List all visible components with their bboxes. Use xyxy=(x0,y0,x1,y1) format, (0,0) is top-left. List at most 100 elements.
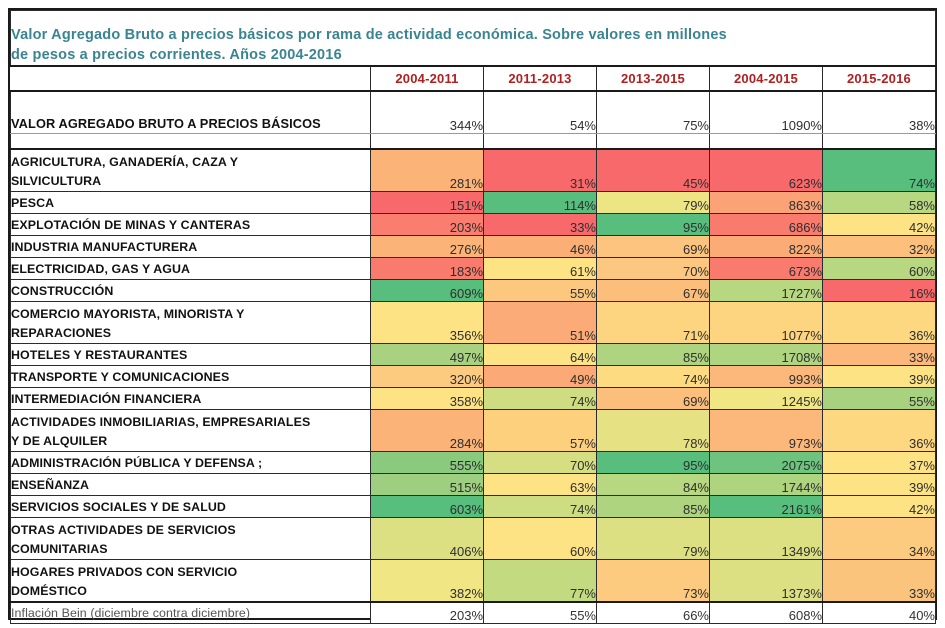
cell-transporte-y-comunicaciones-1[interactable]: 49% xyxy=(483,365,597,388)
cell-hogares-privados-con-servicio-domestico-3[interactable]: 1373% xyxy=(709,559,823,603)
cell-servicios-sociales-y-de-salud-0[interactable]: 603% xyxy=(370,495,484,518)
cell-administracion-publica-y-defensa-2[interactable]: 95% xyxy=(596,451,710,474)
cell-servicios-sociales-y-de-salud-1[interactable]: 74% xyxy=(483,495,597,518)
cell-industria-manufacturera-4[interactable]: 32% xyxy=(822,235,936,258)
cell-agricultura-ganaderia-caza-y-silvicultur-2[interactable]: 45% xyxy=(596,148,710,192)
cell-pesca-3[interactable]: 863% xyxy=(709,191,823,214)
cell-administracion-publica-y-defensa-1[interactable]: 70% xyxy=(483,451,597,474)
cell-intermediacion-financiera-4[interactable]: 55% xyxy=(822,387,936,410)
cell-hogares-privados-con-servicio-domestico-4[interactable]: 33% xyxy=(822,559,936,603)
cell-actividades-inmobiliarias-empresariales--0[interactable]: 284% xyxy=(370,409,484,452)
cell-otras-actividades-de-servicios-comunitar-2[interactable]: 79% xyxy=(596,517,710,560)
cell-inflacion-bein-diciembre-contra-diciembr-4[interactable]: 40% xyxy=(822,601,936,624)
cell-inflacion-bein-diciembre-contra-diciembr-0[interactable]: 203% xyxy=(370,601,484,624)
cell-actividades-inmobiliarias-empresariales--3[interactable]: 973% xyxy=(709,409,823,452)
cell-industria-manufacturera-3[interactable]: 822% xyxy=(709,235,823,258)
cell-ensenanza-3[interactable]: 1744% xyxy=(709,473,823,496)
cell-ensenanza-4[interactable]: 39% xyxy=(822,473,936,496)
cell-comercio-mayorista-minorista-y-reparacio-4[interactable]: 36% xyxy=(822,301,936,344)
cell-electricidad-gas-y-agua-3[interactable]: 673% xyxy=(709,257,823,280)
cell-comercio-mayorista-minorista-y-reparacio-2[interactable]: 71% xyxy=(596,301,710,344)
cell-inflacion-bein-diciembre-contra-diciembr-2[interactable]: 66% xyxy=(596,601,710,624)
cell-hoteles-y-restaurantes-1[interactable]: 64% xyxy=(483,343,597,366)
cell-pesca-1[interactable]: 114% xyxy=(483,191,597,214)
cell-electricidad-gas-y-agua-4[interactable]: 60% xyxy=(822,257,936,280)
cell-transporte-y-comunicaciones-0[interactable]: 320% xyxy=(370,365,484,388)
cell-intermediacion-financiera-1[interactable]: 74% xyxy=(483,387,597,410)
cell-blank-3[interactable] xyxy=(709,133,823,150)
cell-explotacion-de-minas-y-canteras-2[interactable]: 95% xyxy=(596,213,710,236)
cell-industria-manufacturera-1[interactable]: 46% xyxy=(483,235,597,258)
cell-otras-actividades-de-servicios-comunitar-3[interactable]: 1349% xyxy=(709,517,823,560)
cell-transporte-y-comunicaciones-2[interactable]: 74% xyxy=(596,365,710,388)
cell-explotacion-de-minas-y-canteras-4[interactable]: 42% xyxy=(822,213,936,236)
cell-blank-1[interactable] xyxy=(483,133,597,150)
cell-agricultura-ganaderia-caza-y-silvicultur-4[interactable]: 74% xyxy=(822,148,936,192)
column-header-2004-2015[interactable]: 2004-2015 xyxy=(709,65,823,92)
cell-construccion-4[interactable]: 16% xyxy=(822,279,936,302)
cell-valor-agregado-bruto-a-precios-basicos-1[interactable]: 54% xyxy=(483,90,597,134)
cell-administracion-publica-y-defensa-3[interactable]: 2075% xyxy=(709,451,823,474)
column-header-2004-2011[interactable]: 2004-2011 xyxy=(370,65,484,92)
cell-hogares-privados-con-servicio-domestico-2[interactable]: 73% xyxy=(596,559,710,603)
column-header-2011-2013[interactable]: 2011-2013 xyxy=(483,65,597,92)
cell-comercio-mayorista-minorista-y-reparacio-0[interactable]: 356% xyxy=(370,301,484,344)
cell-servicios-sociales-y-de-salud-3[interactable]: 2161% xyxy=(709,495,823,518)
cell-industria-manufacturera-2[interactable]: 69% xyxy=(596,235,710,258)
cell-agricultura-ganaderia-caza-y-silvicultur-0[interactable]: 281% xyxy=(370,148,484,192)
cell-inflacion-bein-diciembre-contra-diciembr-3[interactable]: 608% xyxy=(709,601,823,624)
cell-otras-actividades-de-servicios-comunitar-0[interactable]: 406% xyxy=(370,517,484,560)
cell-industria-manufacturera-0[interactable]: 276% xyxy=(370,235,484,258)
cell-comercio-mayorista-minorista-y-reparacio-1[interactable]: 51% xyxy=(483,301,597,344)
cell-transporte-y-comunicaciones-3[interactable]: 993% xyxy=(709,365,823,388)
cell-actividades-inmobiliarias-empresariales--2[interactable]: 78% xyxy=(596,409,710,452)
cell-ensenanza-2[interactable]: 84% xyxy=(596,473,710,496)
cell-ensenanza-0[interactable]: 515% xyxy=(370,473,484,496)
cell-electricidad-gas-y-agua-0[interactable]: 183% xyxy=(370,257,484,280)
cell-comercio-mayorista-minorista-y-reparacio-3[interactable]: 1077% xyxy=(709,301,823,344)
cell-actividades-inmobiliarias-empresariales--1[interactable]: 57% xyxy=(483,409,597,452)
cell-valor-agregado-bruto-a-precios-basicos-2[interactable]: 75% xyxy=(596,90,710,134)
cell-servicios-sociales-y-de-salud-4[interactable]: 42% xyxy=(822,495,936,518)
cell-electricidad-gas-y-agua-1[interactable]: 61% xyxy=(483,257,597,280)
cell-construccion-0[interactable]: 609% xyxy=(370,279,484,302)
cell-construccion-2[interactable]: 67% xyxy=(596,279,710,302)
cell-agricultura-ganaderia-caza-y-silvicultur-1[interactable]: 31% xyxy=(483,148,597,192)
cell-hoteles-y-restaurantes-0[interactable]: 497% xyxy=(370,343,484,366)
cell-intermediacion-financiera-3[interactable]: 1245% xyxy=(709,387,823,410)
cell-hoteles-y-restaurantes-3[interactable]: 1708% xyxy=(709,343,823,366)
cell-pesca-2[interactable]: 79% xyxy=(596,191,710,214)
cell-pesca-4[interactable]: 58% xyxy=(822,191,936,214)
column-header-2013-2015[interactable]: 2013-2015 xyxy=(596,65,710,92)
cell-blank-0[interactable] xyxy=(370,133,484,150)
cell-otras-actividades-de-servicios-comunitar-4[interactable]: 34% xyxy=(822,517,936,560)
cell-explotacion-de-minas-y-canteras-0[interactable]: 203% xyxy=(370,213,484,236)
cell-servicios-sociales-y-de-salud-2[interactable]: 85% xyxy=(596,495,710,518)
cell-intermediacion-financiera-0[interactable]: 358% xyxy=(370,387,484,410)
cell-hoteles-y-restaurantes-4[interactable]: 33% xyxy=(822,343,936,366)
cell-valor-agregado-bruto-a-precios-basicos-3[interactable]: 1090% xyxy=(709,90,823,134)
cell-transporte-y-comunicaciones-4[interactable]: 39% xyxy=(822,365,936,388)
cell-blank-4[interactable] xyxy=(822,133,936,150)
cell-construccion-3[interactable]: 1727% xyxy=(709,279,823,302)
cell-actividades-inmobiliarias-empresariales--4[interactable]: 36% xyxy=(822,409,936,452)
cell-valor-agregado-bruto-a-precios-basicos-0[interactable]: 344% xyxy=(370,90,484,134)
cell-hogares-privados-con-servicio-domestico-1[interactable]: 77% xyxy=(483,559,597,603)
cell-administracion-publica-y-defensa-0[interactable]: 555% xyxy=(370,451,484,474)
cell-administracion-publica-y-defensa-4[interactable]: 37% xyxy=(822,451,936,474)
cell-otras-actividades-de-servicios-comunitar-1[interactable]: 60% xyxy=(483,517,597,560)
cell-blank-2[interactable] xyxy=(596,133,710,150)
cell-inflacion-bein-diciembre-contra-diciembr-1[interactable]: 55% xyxy=(483,601,597,624)
cell-hogares-privados-con-servicio-domestico-0[interactable]: 382% xyxy=(370,559,484,603)
cell-ensenanza-1[interactable]: 63% xyxy=(483,473,597,496)
cell-hoteles-y-restaurantes-2[interactable]: 85% xyxy=(596,343,710,366)
cell-agricultura-ganaderia-caza-y-silvicultur-3[interactable]: 623% xyxy=(709,148,823,192)
cell-intermediacion-financiera-2[interactable]: 69% xyxy=(596,387,710,410)
cell-explotacion-de-minas-y-canteras-3[interactable]: 686% xyxy=(709,213,823,236)
cell-valor-agregado-bruto-a-precios-basicos-4[interactable]: 38% xyxy=(822,90,936,134)
cell-electricidad-gas-y-agua-2[interactable]: 70% xyxy=(596,257,710,280)
cell-construccion-1[interactable]: 55% xyxy=(483,279,597,302)
cell-explotacion-de-minas-y-canteras-1[interactable]: 33% xyxy=(483,213,597,236)
cell-pesca-0[interactable]: 151% xyxy=(370,191,484,214)
column-header-2015-2016[interactable]: 2015-2016 xyxy=(822,65,936,92)
